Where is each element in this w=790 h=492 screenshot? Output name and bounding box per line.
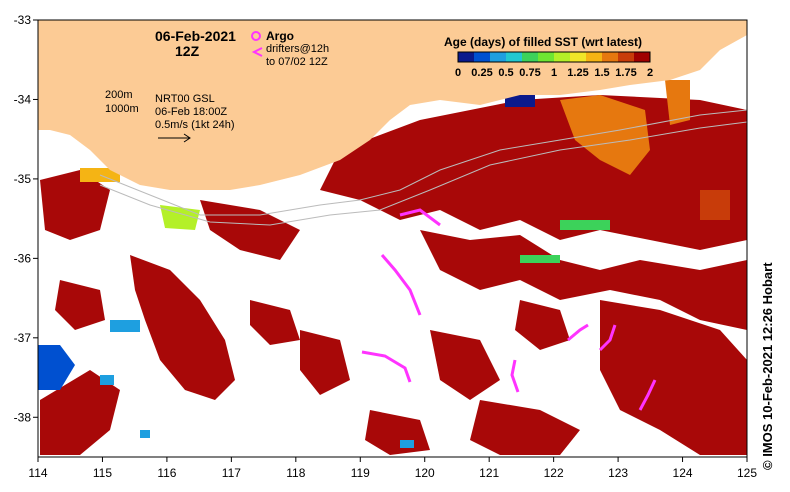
y-tick-label: -38 — [14, 410, 32, 424]
colorbar-swatch — [458, 52, 475, 62]
gsl-time-label: 06-Feb 18:00Z — [155, 106, 227, 118]
velocity-scale-arrow-icon — [158, 133, 191, 143]
colorbar-tick-label: 1.25 — [567, 67, 588, 79]
colorbar-swatch — [570, 52, 587, 62]
contour-200-label: 200m — [105, 89, 133, 101]
colorbar-tick-label: 0.75 — [519, 67, 540, 79]
y-tick-label: -34 — [14, 92, 32, 106]
drifters-legend-period: to 07/02 12Z — [266, 56, 328, 68]
colorbar-swatch — [602, 52, 619, 62]
x-tick-label: 122 — [544, 466, 564, 480]
colorbar-swatch — [506, 52, 523, 62]
y-tick-label: -35 — [14, 172, 32, 186]
plot-frame — [37, 19, 748, 458]
colorbar-swatch — [538, 52, 555, 62]
bathymetry-contours — [99, 109, 747, 226]
x-tick-label: 114 — [28, 466, 47, 480]
x-tick-label: 117 — [222, 466, 241, 480]
map-time: 12Z — [175, 43, 200, 59]
drifter-legend-icon — [251, 47, 263, 57]
x-axis: 114 115 116 117 118 119 120 121 122 123 124 125 — [28, 457, 757, 480]
colorbar-tick-label: 0.25 — [471, 67, 492, 79]
x-tick-label: 116 — [157, 466, 176, 480]
colorbar-tick-label: 1 — [551, 67, 557, 79]
x-tick-label: 120 — [415, 466, 435, 480]
sst-fields — [40, 95, 747, 455]
colorbar-swatch — [586, 52, 603, 62]
colorbar-tick-label: 2 — [647, 67, 653, 79]
contour-1000-label: 1000m — [105, 103, 139, 115]
y-tick-label: -36 — [14, 251, 32, 265]
drifters-legend-label: drifters@12h — [266, 43, 329, 55]
credit-label: © IMOS 10-Feb-2021 12:26 Hobart — [760, 262, 775, 470]
colorbar-title: Age (days) of filled SST (wrt latest) — [444, 35, 642, 49]
x-tick-label: 123 — [608, 466, 628, 480]
colorbar-swatch — [554, 52, 571, 62]
colorbar-swatch — [634, 52, 651, 62]
colorbar — [457, 51, 651, 63]
y-tick-label: -37 — [14, 331, 32, 345]
young-sst-patches — [38, 320, 414, 448]
drifter-tracks — [361, 208, 657, 411]
colorbar-ticks: 0 0.25 0.5 0.75 1 1.25 1.5 1.75 2 — [455, 67, 653, 79]
colorbar-tick-label: 1.5 — [594, 67, 609, 79]
x-tick-label: 118 — [286, 466, 305, 480]
colorbar-tick-label: 1.75 — [615, 67, 636, 79]
argo-marker-icon — [251, 31, 261, 41]
colorbar-tick-label: 0.5 — [498, 67, 513, 79]
x-tick-label: 121 — [479, 466, 499, 480]
y-tick-label: -33 — [14, 13, 32, 27]
x-tick-label: 119 — [351, 466, 370, 480]
y-axis: -33 -34 -35 -36 -37 -38 — [14, 13, 38, 424]
colorbar-swatch — [618, 52, 635, 62]
colorbar-swatch — [490, 52, 507, 62]
argo-legend-label: Argo — [266, 29, 294, 43]
x-tick-label: 124 — [673, 466, 693, 480]
colorbar-frame — [457, 51, 651, 63]
x-tick-label: 125 — [737, 466, 757, 480]
colorbar-tick-label: 0 — [455, 67, 461, 79]
gsl-source-label: NRT00 GSL — [155, 93, 215, 105]
colorbar-swatch — [522, 52, 539, 62]
map-date: 06-Feb-2021 — [155, 28, 236, 44]
x-tick-label: 115 — [93, 466, 112, 480]
colorbar-swatch — [474, 52, 491, 62]
gsl-scale-label: 0.5m/s (1kt 24h) — [155, 119, 234, 131]
